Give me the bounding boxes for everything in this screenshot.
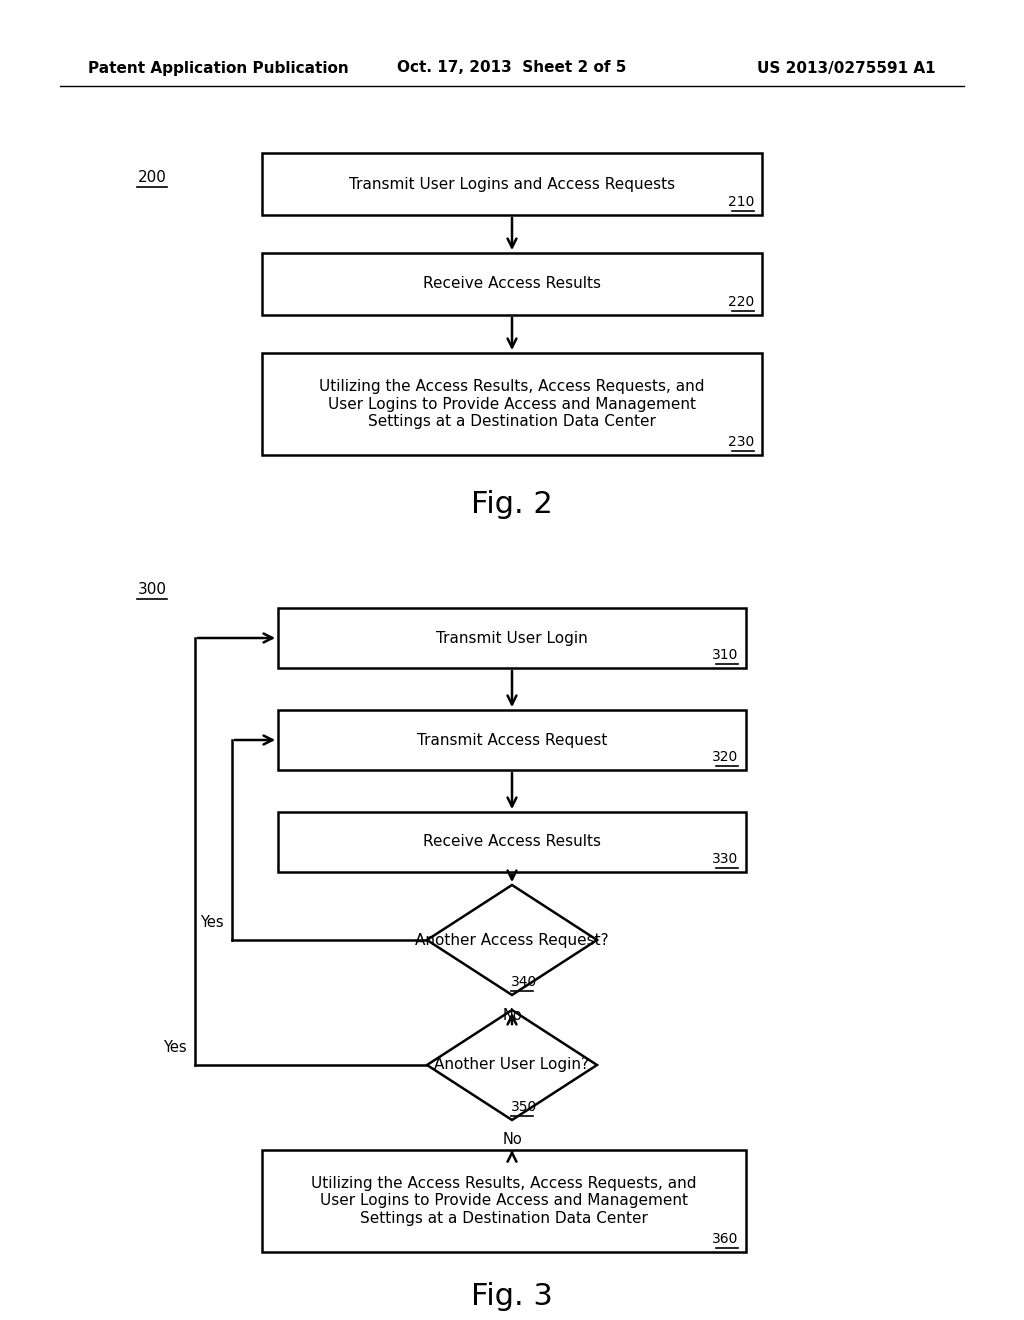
- Polygon shape: [427, 1010, 597, 1119]
- Text: Utilizing the Access Results, Access Requests, and
User Logins to Provide Access: Utilizing the Access Results, Access Req…: [311, 1176, 696, 1226]
- Text: 330: 330: [712, 851, 738, 866]
- Text: 300: 300: [137, 582, 167, 598]
- Text: Fig. 2: Fig. 2: [471, 490, 553, 519]
- Text: 200: 200: [137, 170, 167, 186]
- Text: Fig. 3: Fig. 3: [471, 1282, 553, 1311]
- Text: Receive Access Results: Receive Access Results: [423, 276, 601, 292]
- FancyBboxPatch shape: [262, 352, 762, 455]
- FancyBboxPatch shape: [278, 812, 746, 873]
- Text: Patent Application Publication: Patent Application Publication: [88, 61, 349, 75]
- Text: Another User Login?: Another User Login?: [434, 1057, 590, 1072]
- Text: No: No: [502, 1133, 522, 1147]
- Text: Another Access Request?: Another Access Request?: [415, 932, 609, 948]
- Text: Transmit User Logins and Access Requests: Transmit User Logins and Access Requests: [349, 177, 675, 191]
- Text: Utilizing the Access Results, Access Requests, and
User Logins to Provide Access: Utilizing the Access Results, Access Req…: [319, 379, 705, 429]
- Text: Yes: Yes: [164, 1040, 187, 1055]
- FancyBboxPatch shape: [262, 253, 762, 315]
- Text: Transmit Access Request: Transmit Access Request: [417, 733, 607, 747]
- Text: Yes: Yes: [201, 915, 224, 931]
- Text: 230: 230: [728, 436, 754, 449]
- Polygon shape: [427, 884, 597, 995]
- Text: 210: 210: [728, 195, 754, 209]
- Text: Receive Access Results: Receive Access Results: [423, 834, 601, 850]
- FancyBboxPatch shape: [278, 609, 746, 668]
- Text: 340: 340: [511, 975, 538, 989]
- Text: Transmit User Login: Transmit User Login: [436, 631, 588, 645]
- Text: 320: 320: [712, 750, 738, 764]
- FancyBboxPatch shape: [262, 153, 762, 215]
- Text: No: No: [502, 1007, 522, 1023]
- Text: US 2013/0275591 A1: US 2013/0275591 A1: [758, 61, 936, 75]
- Text: Oct. 17, 2013  Sheet 2 of 5: Oct. 17, 2013 Sheet 2 of 5: [397, 61, 627, 75]
- Text: 310: 310: [712, 648, 738, 663]
- Text: 350: 350: [511, 1100, 538, 1114]
- FancyBboxPatch shape: [278, 710, 746, 770]
- FancyBboxPatch shape: [262, 1150, 746, 1251]
- Text: 360: 360: [712, 1232, 738, 1246]
- Text: 220: 220: [728, 294, 754, 309]
